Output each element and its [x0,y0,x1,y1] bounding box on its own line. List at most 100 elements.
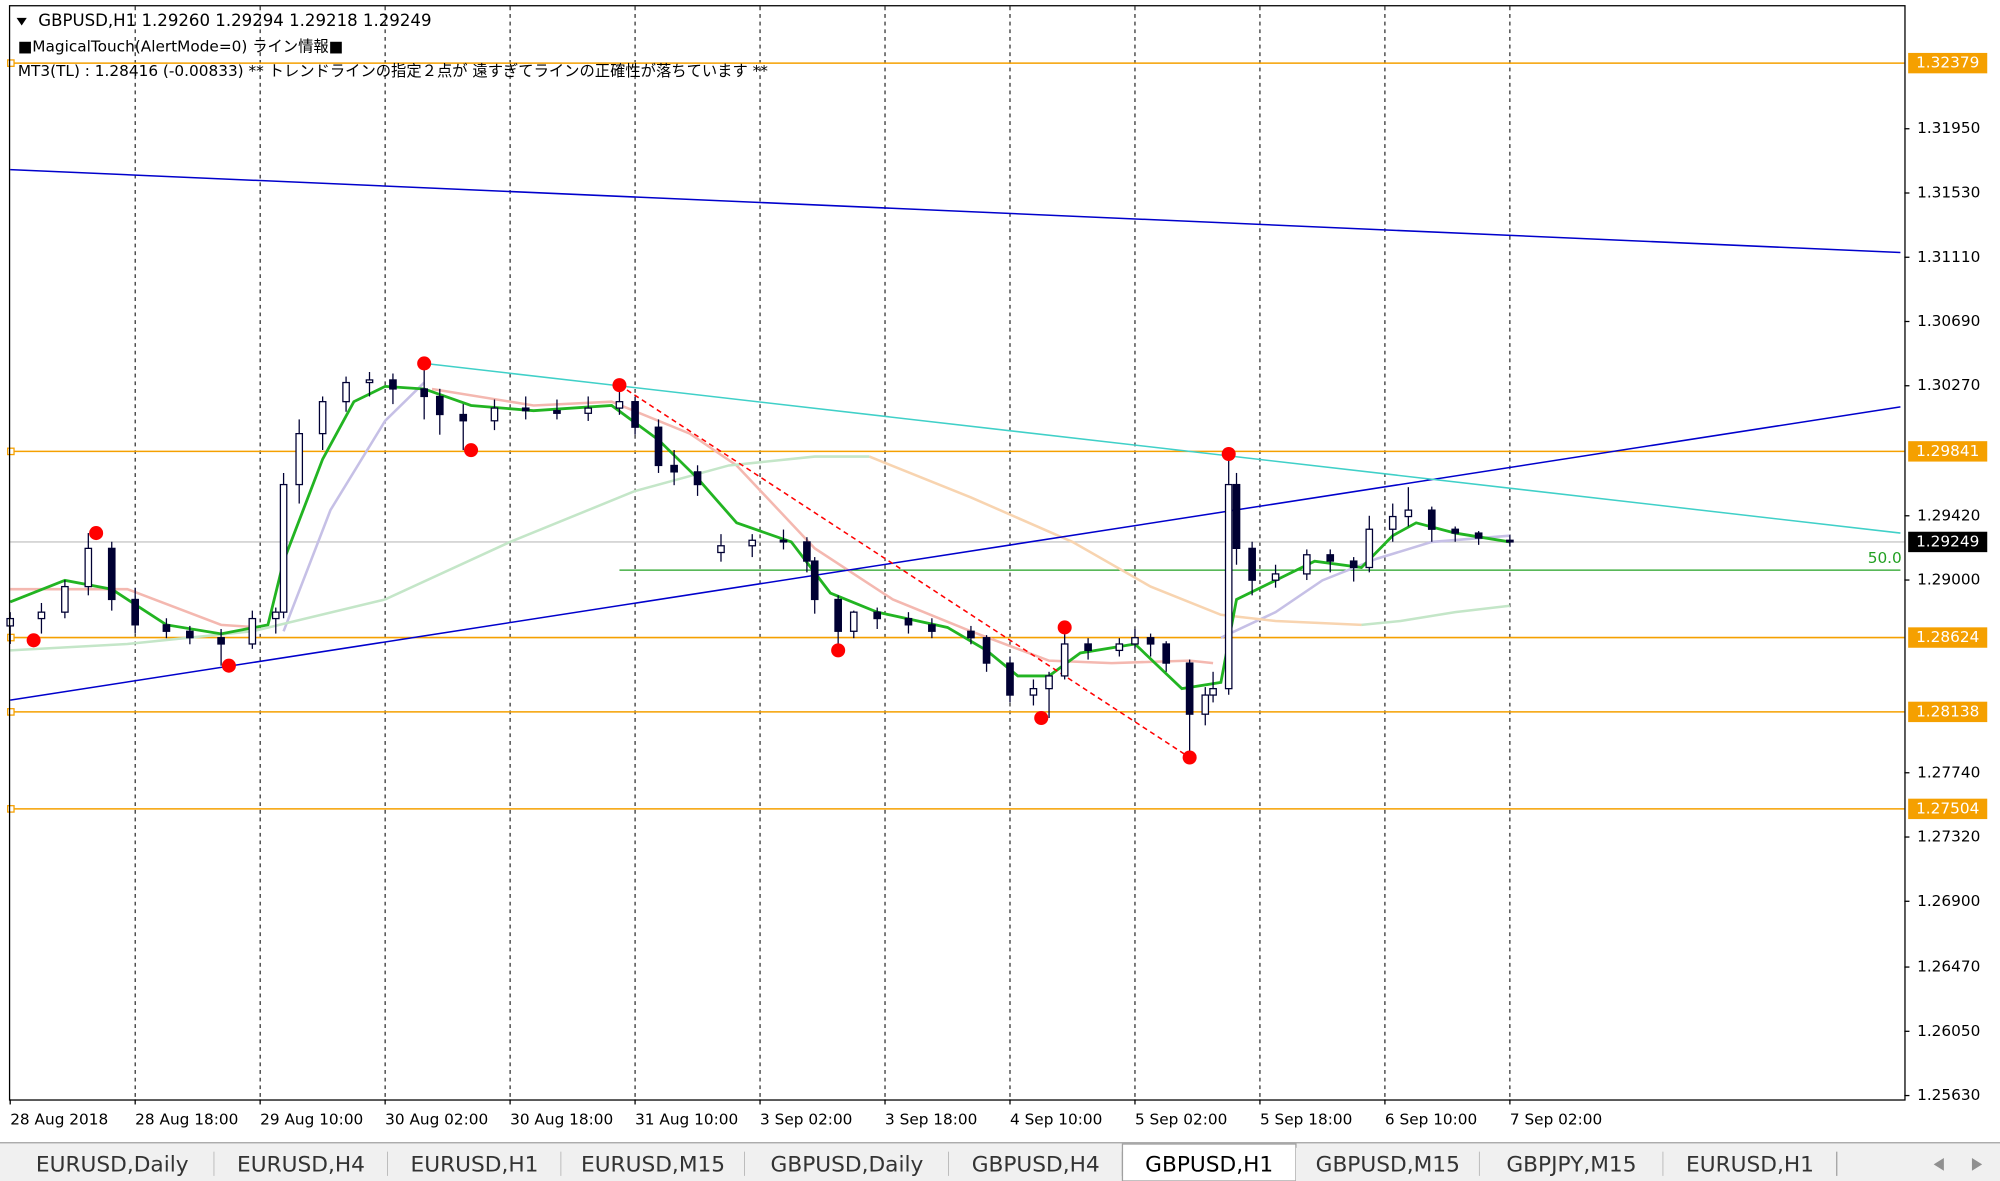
candle-body [670,464,678,473]
candle-body [1115,643,1124,652]
trendline [10,406,1901,701]
level-label: 1.32379 [1916,54,1979,72]
candle-body [1349,560,1358,569]
y-tick-label: 1.29420 [1917,506,1980,524]
y-tick-label: 1.30270 [1917,376,1980,394]
moving-average [282,381,1510,639]
pivot-point [831,643,846,658]
candle-body [84,547,93,588]
candle-body [459,413,468,422]
trendline [10,168,1901,254]
candle-body [279,483,288,613]
candle-body [553,410,561,414]
tab-scroll-left[interactable] [1933,1158,1944,1171]
tab[interactable] [10,1147,215,1181]
plot-layer: 28 Aug 2018 28 Aug 18:00 29 Aug 10:00 30 Au… [6,6,1988,1128]
plot-border [8,5,1906,1101]
y-tick-label: 1.25630 [1917,1086,1980,1104]
level-label-box [1908,441,1988,462]
candle-body [1162,643,1171,664]
candle-body [1224,483,1233,690]
x-tick-label: 28 Aug 18:00 [135,1110,238,1128]
x-tick-label: 29 Aug 10:00 [260,1110,363,1128]
candle-body [365,379,374,384]
tab[interactable] [561,1147,745,1181]
level-label: 1.28624 [1916,628,1979,646]
candle-body [1326,554,1335,562]
trendline [424,362,1901,534]
candle-body [1131,637,1139,645]
candle-body [61,585,69,613]
tab-label: EURUSD,H1 [411,1153,539,1178]
level-marker [7,59,15,67]
tab-scroll-right[interactable] [1971,1158,1983,1171]
pivot-point [89,526,104,541]
candle-body [834,598,842,632]
tab-label: EURUSD,H1 [1686,1153,1814,1178]
candle-body [1506,539,1514,543]
candle-body [162,624,171,632]
tab[interactable] [1479,1147,1664,1181]
level-label: 1.28138 [1916,702,1979,720]
x-tick-label: 5 Sep 18:00 [1260,1110,1352,1128]
tab[interactable] [744,1147,949,1181]
collapse-arrow[interactable] [16,17,27,26]
candle-body [631,401,639,428]
y-tick-label: 1.26050 [1917,1022,1980,1040]
moving-average [1361,604,1511,627]
candle-body [967,630,975,639]
candle-body [803,541,811,562]
tab-label: EURUSD,Daily [36,1153,189,1178]
tab[interactable] [214,1147,388,1181]
tab-label: GBPJPY,M15 [1506,1153,1636,1178]
tab[interactable] [948,1147,1123,1181]
candle-body [1232,483,1241,550]
candle-body [717,545,725,554]
candle-body [748,539,757,547]
candle-body [849,611,858,632]
candle-body [271,611,280,620]
x-tick-label: 31 Aug 10:00 [635,1110,738,1128]
candle-body [654,426,663,467]
candle-body [1248,547,1256,581]
tab-label: EURUSD,M15 [581,1153,725,1178]
candle-body [521,407,530,412]
candle-body [1185,662,1194,715]
candle-body [810,560,819,601]
candle-body [217,637,225,645]
candle-body [779,539,788,543]
x-tick-label: 30 Aug 18:00 [510,1110,613,1128]
tab-label: EURUSD,H4 [237,1153,365,1178]
tab[interactable] [1663,1147,1837,1181]
candle-body [295,432,304,486]
tab[interactable] [1295,1147,1480,1181]
level-label-box [1908,701,1988,723]
x-tick-label: 6 Sep 10:00 [1385,1110,1477,1128]
candle-body [389,379,397,390]
candle-body [1201,694,1210,715]
current-price-box [1908,531,1988,553]
tab[interactable] [387,1147,562,1181]
x-tick-label: 5 Sep 02:00 [1135,1110,1227,1128]
candle-body [318,401,327,435]
x-tick-label: 28 Aug 2018 [10,1110,108,1128]
moving-average [10,387,1214,665]
candle-body [693,471,702,486]
pivot-point [1221,446,1236,461]
level-marker [7,708,15,716]
candle-body [1209,688,1217,696]
candle-body [873,611,882,620]
tab-label: GBPUSD,M15 [1316,1153,1460,1178]
candle-body [584,407,593,414]
pivot-point [1057,620,1072,635]
pivot-point [1182,750,1197,765]
y-tick-label: 1.31530 [1917,184,1980,202]
current-price-label: 1.29249 [1916,532,1979,550]
x-tick-label: 7 Sep 02:00 [1510,1110,1602,1128]
level-label: 1.29841 [1916,442,1979,460]
pivot-point [612,378,627,393]
candle-body [1029,688,1038,696]
x-tick-label: 4 Sep 10:00 [1010,1110,1102,1128]
